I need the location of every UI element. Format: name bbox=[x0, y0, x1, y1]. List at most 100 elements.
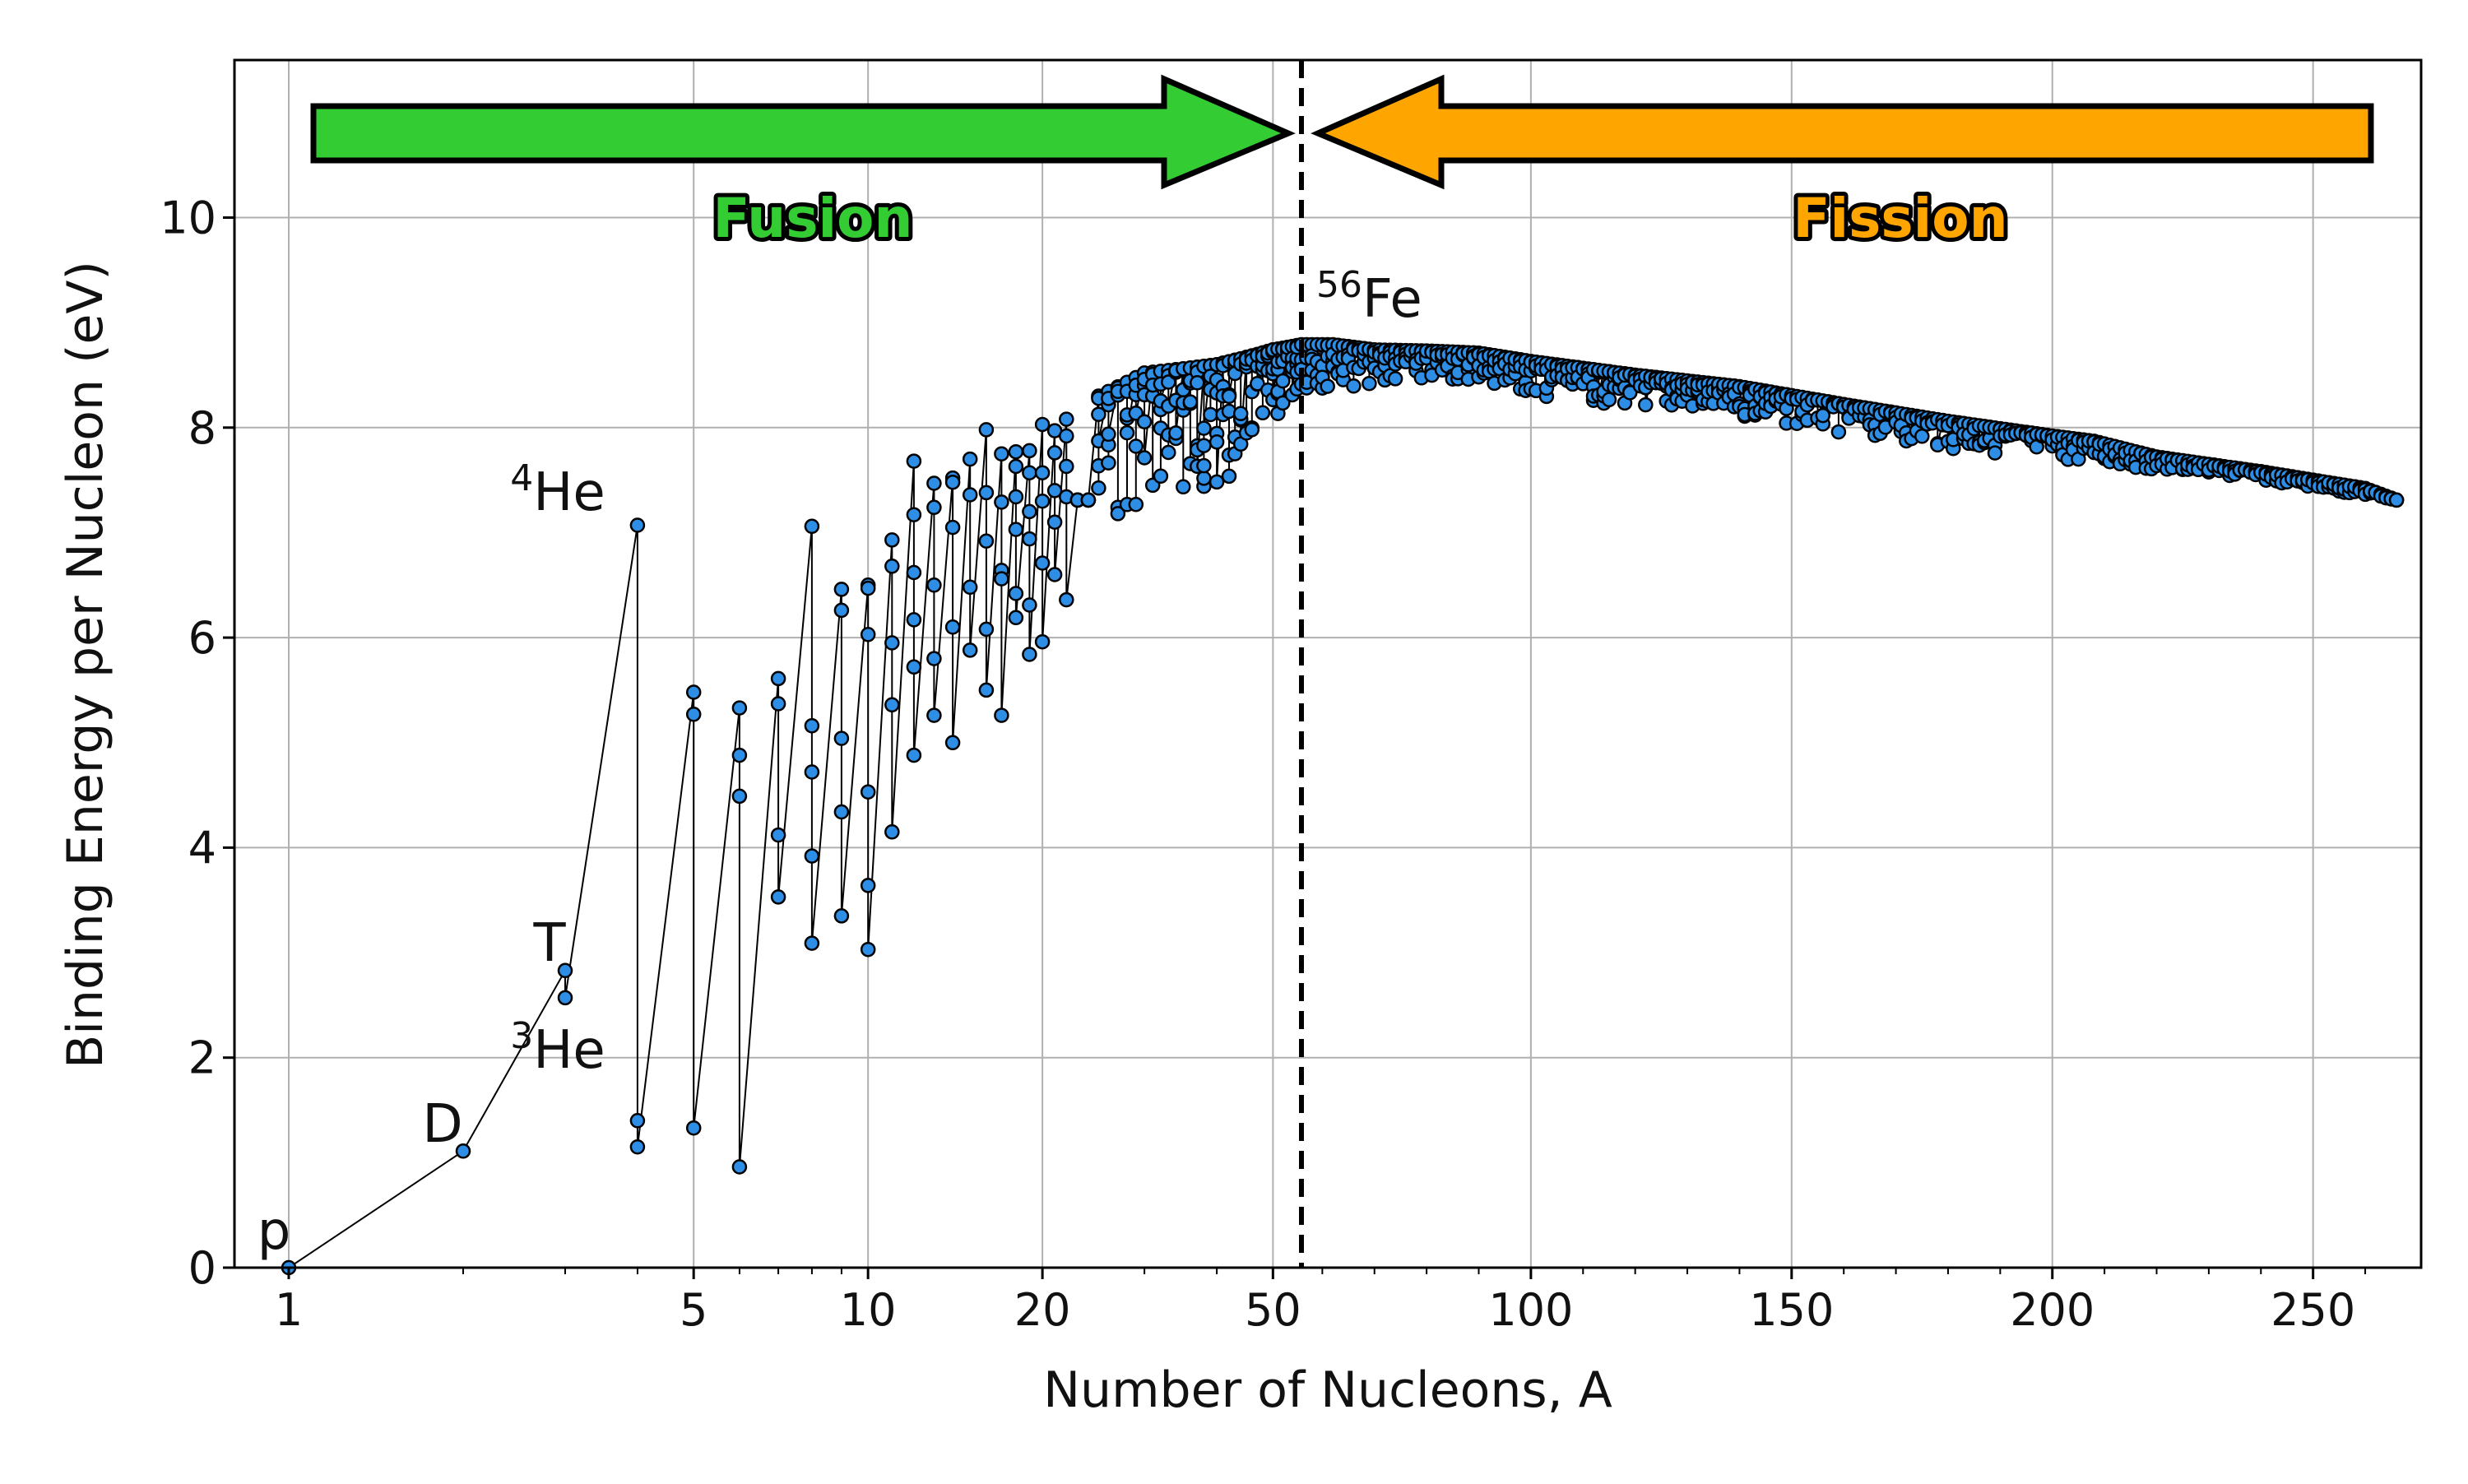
y-axis-title: Binding Energy per Nucleon (eV) bbox=[57, 261, 114, 1069]
data-point bbox=[926, 577, 942, 593]
y-tick-label: 2 bbox=[188, 1032, 216, 1084]
data-point bbox=[804, 718, 820, 734]
data-point bbox=[1221, 468, 1237, 485]
data-point bbox=[833, 804, 850, 820]
data-point bbox=[1022, 443, 1037, 459]
data-point bbox=[804, 935, 820, 951]
data-point bbox=[1255, 405, 1271, 421]
fusion-label: Fusion bbox=[712, 187, 912, 250]
data-point bbox=[1176, 479, 1191, 495]
data-point bbox=[944, 474, 961, 490]
y-tick-label: 0 bbox=[188, 1242, 216, 1294]
data-point bbox=[906, 747, 922, 763]
data-point bbox=[557, 990, 573, 1006]
annotation-4-he: 4He bbox=[510, 457, 605, 523]
data-point bbox=[884, 824, 900, 840]
data-points bbox=[281, 336, 2405, 1276]
data-point bbox=[833, 730, 850, 746]
data-point bbox=[1101, 426, 1116, 443]
data-point bbox=[906, 564, 922, 581]
data-point bbox=[1161, 374, 1176, 390]
data-point bbox=[860, 878, 876, 893]
data-point bbox=[1136, 450, 1153, 466]
fission-label: Fission bbox=[1793, 187, 2007, 250]
data-point bbox=[1034, 416, 1051, 433]
data-point bbox=[1059, 591, 1074, 608]
data-point bbox=[994, 571, 1009, 587]
data-point bbox=[1008, 443, 1024, 460]
data-point bbox=[1034, 493, 1051, 509]
data-point bbox=[685, 1120, 702, 1136]
fission-arrow bbox=[1311, 74, 2374, 190]
data-point bbox=[1275, 373, 1291, 389]
data-point bbox=[906, 453, 922, 469]
x-tick-label: 150 bbox=[1749, 1284, 1834, 1336]
data-point bbox=[884, 532, 900, 548]
data-point bbox=[994, 707, 1009, 723]
annotation-superscript: 56 bbox=[1316, 264, 1362, 306]
fusion-arrow bbox=[310, 74, 1296, 190]
data-point bbox=[833, 602, 850, 619]
data-point bbox=[557, 962, 573, 979]
data-point bbox=[1190, 375, 1205, 391]
x-tick-label: 5 bbox=[680, 1284, 707, 1336]
data-point bbox=[1622, 385, 1638, 401]
y-tick-label: 4 bbox=[188, 822, 216, 874]
data-point bbox=[1046, 567, 1063, 582]
annotation-d: D bbox=[422, 1094, 462, 1155]
annotation-p: p bbox=[257, 1201, 291, 1262]
plot-frame bbox=[233, 58, 2423, 1269]
data-point bbox=[994, 446, 1009, 461]
data-point bbox=[629, 1113, 646, 1129]
data-point bbox=[978, 682, 995, 698]
data-point bbox=[1196, 471, 1212, 486]
data-point bbox=[1022, 647, 1037, 662]
axis-ticks: 0 2 4 6 8 10 1 5 10 20 50 100 150 200 250 bbox=[160, 192, 2367, 1336]
data-point bbox=[1059, 428, 1074, 444]
data-point bbox=[833, 908, 850, 924]
annotation-56-fe: 56Fe bbox=[1316, 264, 1422, 330]
data-point bbox=[1046, 514, 1063, 530]
data-point bbox=[1046, 483, 1063, 499]
x-tick-label: 250 bbox=[2271, 1284, 2355, 1336]
data-point bbox=[1034, 465, 1051, 480]
data-point bbox=[1196, 438, 1212, 453]
annotation-superscript: 4 bbox=[510, 457, 533, 499]
data-point bbox=[1638, 397, 1654, 413]
data-point bbox=[884, 559, 900, 574]
annotation-3-he: 3He bbox=[510, 1015, 605, 1081]
data-point bbox=[1128, 438, 1144, 454]
data-point bbox=[770, 827, 786, 843]
data-point bbox=[926, 475, 942, 491]
data-point bbox=[1022, 531, 1037, 547]
data-point bbox=[1091, 406, 1106, 422]
y-tick-label: 6 bbox=[188, 612, 216, 664]
data-point bbox=[1203, 406, 1218, 423]
data-point bbox=[906, 507, 922, 522]
x-tick-label: 20 bbox=[1014, 1284, 1071, 1336]
annotation-symbol: He bbox=[533, 1020, 605, 1081]
data-point bbox=[2388, 492, 2405, 508]
data-point bbox=[1080, 492, 1097, 508]
data-point bbox=[1119, 424, 1135, 441]
data-point bbox=[962, 579, 978, 596]
data-point bbox=[860, 941, 876, 958]
data-point bbox=[1022, 503, 1037, 520]
annotation-symbol: Fe bbox=[1362, 269, 1422, 330]
data-point bbox=[1182, 394, 1199, 410]
data-point bbox=[685, 684, 702, 700]
data-point bbox=[1059, 411, 1074, 427]
data-point bbox=[833, 582, 850, 597]
data-point bbox=[1022, 465, 1037, 480]
x-tick-label: 50 bbox=[1245, 1284, 1301, 1336]
data-point bbox=[629, 1139, 646, 1155]
data-point bbox=[1008, 522, 1024, 537]
data-point bbox=[978, 422, 995, 438]
data-point bbox=[1136, 414, 1153, 429]
data-point bbox=[1034, 633, 1051, 650]
data-point bbox=[906, 612, 922, 628]
data-point bbox=[1815, 407, 1831, 424]
y-tick-label: 8 bbox=[188, 402, 216, 454]
x-axis-title: Number of Nucleons, A bbox=[1043, 1361, 1612, 1419]
